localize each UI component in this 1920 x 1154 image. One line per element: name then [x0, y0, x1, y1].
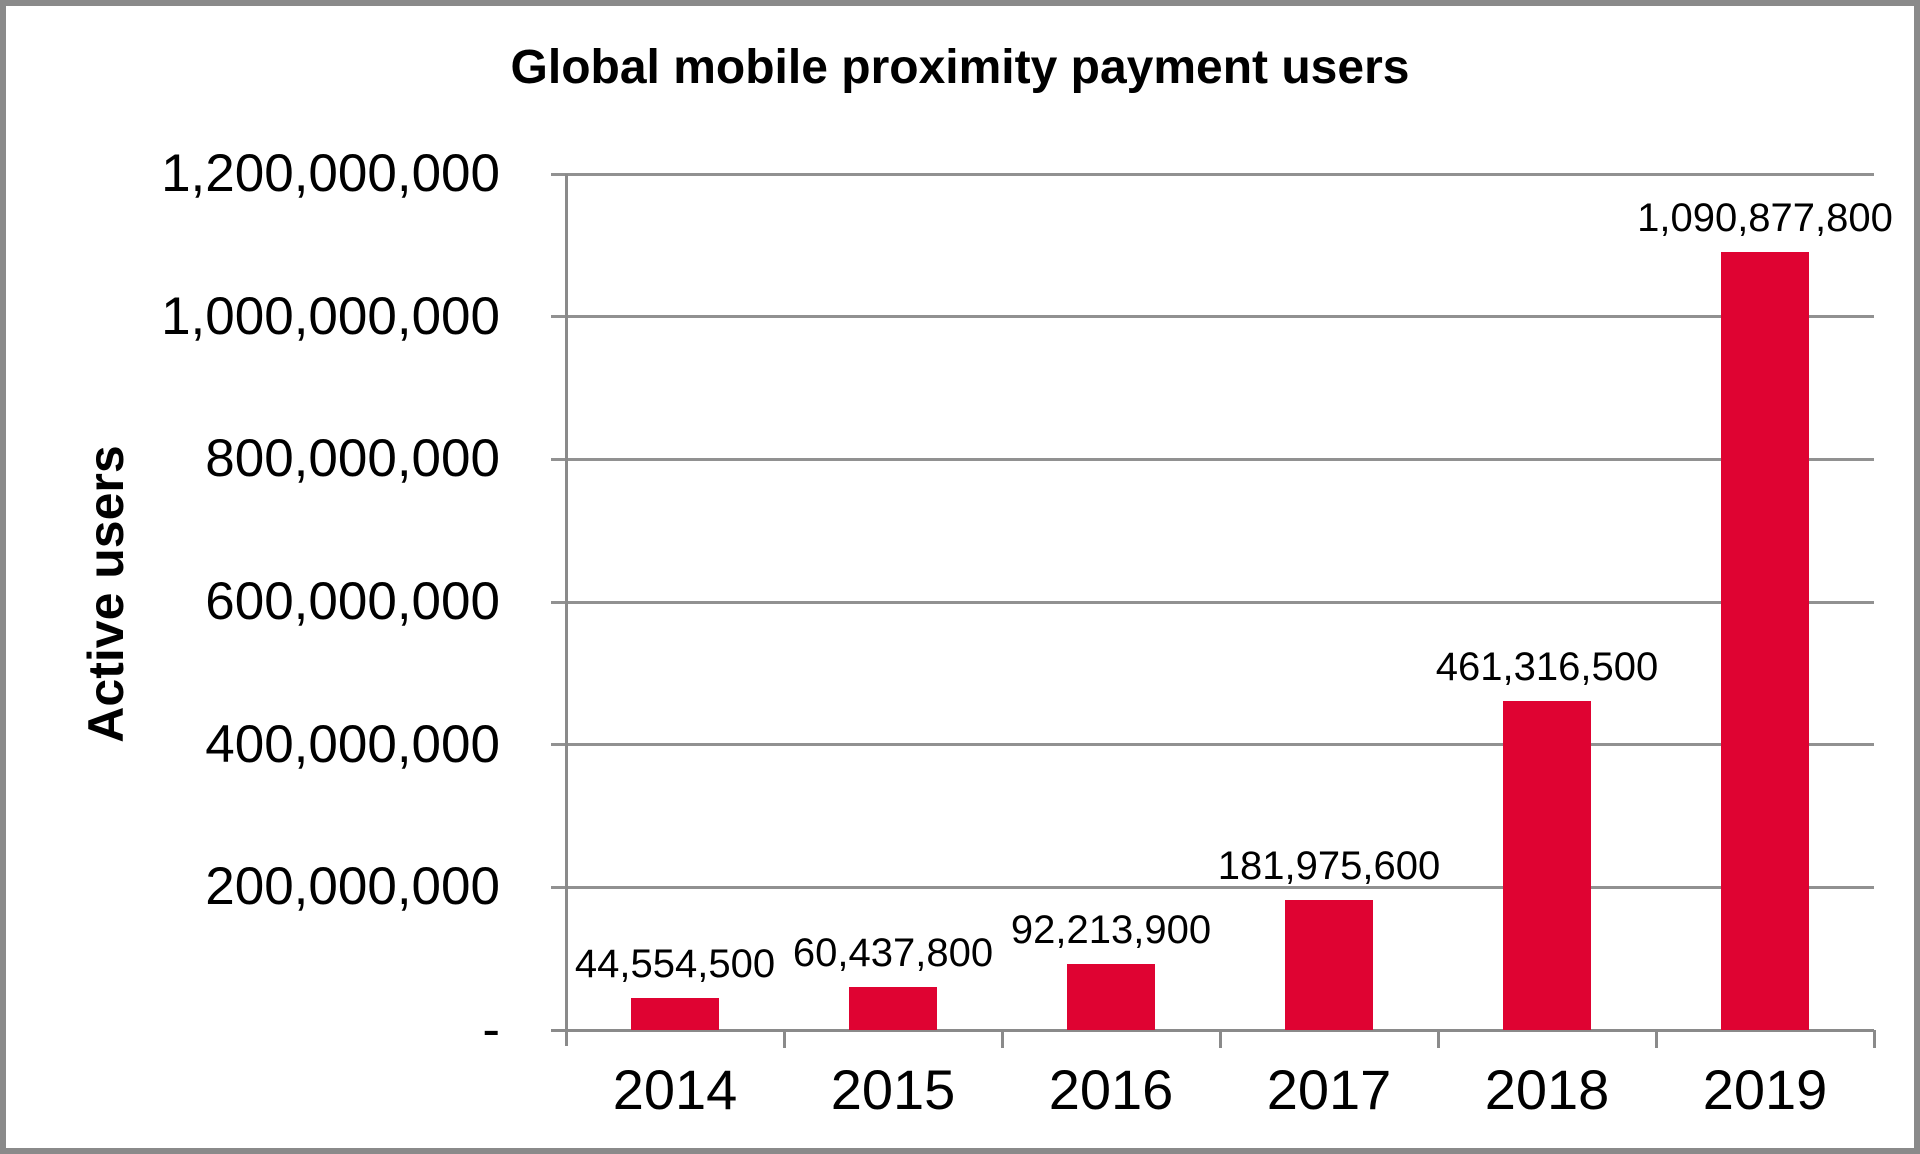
x-axis-tick [782, 1030, 786, 1048]
gridline [566, 743, 1874, 747]
x-axis-tick [1872, 1030, 1876, 1048]
bar [1067, 964, 1155, 1030]
gridline [566, 600, 1874, 604]
bar-value-label: 60,437,800 [792, 930, 994, 975]
x-category-label: 2016 [1048, 1058, 1174, 1121]
bar [849, 986, 937, 1030]
y-tick-label: 400,000,000 [205, 714, 500, 774]
x-axis-line [551, 1028, 1874, 1032]
y-tick-label: 800,000,000 [205, 429, 500, 489]
x-category-label: 2015 [830, 1058, 956, 1121]
y-tick-label: 1,000,000,000 [161, 286, 500, 346]
gridline [566, 457, 1874, 461]
bar [1503, 700, 1591, 1030]
y-axis-tick [551, 457, 566, 461]
x-axis-tick [1000, 1030, 1004, 1048]
x-category-label: 2018 [1484, 1058, 1610, 1121]
x-axis-tick [1218, 1030, 1222, 1048]
bar-value-label: 44,554,500 [574, 942, 776, 987]
gridline [566, 172, 1874, 176]
x-axis-tick [1654, 1030, 1658, 1048]
bar-value-label: 181,975,600 [1217, 844, 1441, 889]
x-category-label: 2014 [612, 1058, 738, 1121]
y-tick-label: 600,000,000 [205, 572, 500, 631]
y-axis-tick [551, 172, 566, 176]
chart-title: Global mobile proximity payment users [510, 41, 1410, 94]
gridline [566, 885, 1874, 889]
x-category-label: 2017 [1266, 1058, 1392, 1121]
gridline [566, 315, 1874, 319]
y-tick-label: 1,200,000,000 [161, 144, 500, 203]
y-tick-label: 200,000,000 [205, 857, 500, 917]
y-axis-tick [551, 743, 566, 747]
y-axis-tick [551, 600, 566, 604]
y-tick-label: - [482, 1000, 500, 1059]
x-axis-tick [1436, 1030, 1440, 1048]
y-axis-tick [551, 315, 566, 319]
x-category-label: 2019 [1702, 1058, 1828, 1121]
bar-value-label: 461,316,500 [1435, 644, 1659, 689]
bar [631, 998, 719, 1030]
bar [1721, 251, 1809, 1030]
bar [1285, 900, 1373, 1030]
y-axis-line [564, 174, 568, 1046]
bar-value-label: 92,213,900 [1010, 908, 1212, 953]
bar-value-label: 1,090,877,800 [1637, 195, 1893, 240]
y-axis-tick [551, 885, 566, 889]
